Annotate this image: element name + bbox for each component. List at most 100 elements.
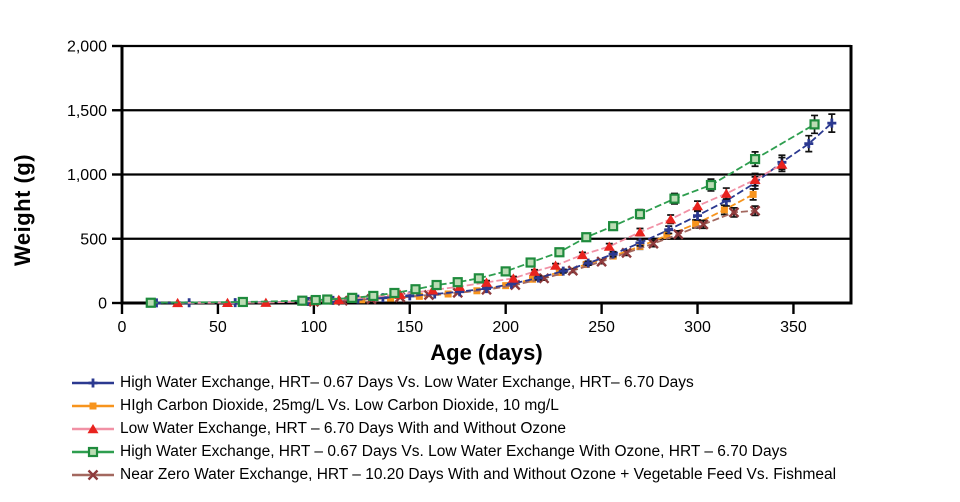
marker-x — [648, 238, 659, 249]
marker-triangle — [634, 227, 646, 237]
marker-square — [692, 220, 700, 228]
marker-triangle — [603, 241, 615, 251]
marker-plus — [583, 258, 593, 268]
marker-square — [720, 206, 728, 214]
marker-square-open — [809, 119, 820, 130]
marker-square-open — [452, 277, 463, 288]
legend-label: Near Zero Water Exchange, HRT – 10.20 Da… — [120, 465, 837, 483]
marker-triangle — [528, 266, 540, 276]
series-low-water-exchange-ozone — [172, 156, 788, 308]
marker-square-open — [297, 295, 308, 306]
marker-triangle — [333, 294, 345, 305]
x-axis-title: Age (days) — [430, 340, 543, 365]
marker-square-open — [554, 247, 565, 258]
marker-square-open — [347, 292, 358, 303]
marker-square — [749, 190, 757, 198]
marker-square-open — [608, 221, 619, 232]
y-tick-label: 2,000 — [67, 39, 107, 56]
series-high-vs-low-with-ozone — [145, 114, 820, 308]
legend-item: High Water Exchange, HRT – 0.67 Days Vs.… — [70, 440, 950, 463]
y-tick-label: 1,000 — [67, 167, 107, 184]
marker-square-open — [145, 297, 156, 308]
marker-square-open — [525, 257, 536, 268]
marker-triangle — [692, 200, 704, 211]
marker-x — [596, 256, 607, 267]
marker-triangle — [665, 214, 677, 224]
marker-x — [749, 205, 761, 217]
legend-line-marker-icon — [72, 378, 114, 387]
marker-triangle — [87, 423, 99, 433]
chart-canvas: 0 500 1,000 1,500 2,000 0 50 100 150 200 250 300 350 — [67, 39, 853, 336]
y-tick-label: 0 — [98, 296, 107, 313]
x-tick-label: 250 — [588, 319, 615, 336]
legend-label: High Water Exchange, HRT– 0.67 Days Vs. … — [120, 373, 694, 391]
marker-square — [502, 282, 510, 290]
marker-square-open — [87, 446, 99, 457]
legend-item: Near Zero Water Exchange, HRT – 10.20 Da… — [70, 463, 950, 486]
y-axis-title: Weight (g) — [10, 153, 35, 267]
marker-square-open — [237, 296, 248, 308]
marker-square-open — [368, 290, 379, 302]
legend-line-marker-icon — [72, 402, 114, 409]
x-tick-label: 50 — [209, 319, 227, 336]
marker-plus — [558, 266, 568, 276]
series-line-carbon-dioxide — [304, 193, 754, 304]
marker-square-open — [581, 232, 592, 243]
series-line-low-water-exchange-ozone — [177, 163, 783, 304]
legend-line-marker-icon — [72, 446, 114, 457]
marker-triangle — [749, 174, 761, 184]
marker-square-open — [473, 273, 484, 284]
marker-triangle — [481, 277, 492, 287]
legend-line-marker-icon — [72, 469, 114, 480]
marker-square — [529, 275, 537, 283]
legend-line-marker-icon — [72, 423, 114, 433]
marker-x — [697, 219, 709, 230]
legend-item: Low Water Exchange, HRT – 6.70 Days With… — [70, 417, 950, 440]
marker-triangle — [720, 188, 732, 198]
x-tick-label: 200 — [492, 319, 519, 336]
legend-item: High Water Exchange, HRT– 0.67 Days Vs. … — [70, 371, 950, 394]
series-line-high-vs-low-water-exchange — [156, 122, 833, 304]
x-tick-label: 150 — [396, 319, 423, 336]
marker-square-open — [310, 294, 321, 306]
marker-plus — [804, 139, 814, 149]
marker-triangle — [776, 159, 788, 169]
marker-square — [89, 402, 97, 409]
marker-square-open — [669, 193, 680, 204]
x-tick-label: 350 — [780, 319, 807, 336]
marker-x — [87, 469, 99, 480]
marker-plus — [827, 118, 837, 128]
legend-item: HIgh Carbon Dioxide, 25mg/L Vs. Low Carb… — [70, 394, 950, 417]
marker-plus — [88, 378, 98, 387]
marker-plus — [608, 249, 618, 259]
marker-square-open — [749, 153, 761, 165]
chart-plot-area: 0 500 1,000 1,500 2,000 0 50 100 150 200 250 300 350 — [67, 39, 853, 336]
marker-triangle — [550, 260, 562, 270]
series-line-high-vs-low-with-ozone — [150, 123, 815, 304]
y-tick-label: 500 — [80, 231, 107, 248]
x-tick-label: 100 — [300, 319, 327, 336]
chart-legend: High Water Exchange, HRT– 0.67 Days Vs. … — [70, 371, 950, 486]
marker-square-open — [705, 179, 717, 191]
marker-square-open — [634, 208, 646, 220]
marker-x — [728, 207, 740, 218]
marker-square — [663, 232, 671, 240]
legend-label: HIgh Carbon Dioxide, 25mg/L Vs. Low Carb… — [120, 396, 559, 414]
marker-square-open — [431, 279, 442, 291]
x-tick-label: 0 — [118, 319, 127, 336]
marker-plus — [635, 238, 645, 248]
marker-plus — [693, 211, 703, 221]
series-line-near-zero-water-exchange — [313, 209, 756, 303]
marker-triangle — [507, 273, 519, 283]
marker-x — [672, 228, 684, 240]
series-carbon-dioxide — [300, 188, 757, 306]
marker-plus — [664, 225, 674, 235]
legend-label: High Water Exchange, HRT – 0.67 Days Vs.… — [120, 442, 788, 460]
legend-label: Low Water Exchange, HRT – 6.70 Days With… — [120, 419, 566, 437]
x-tick-label: 300 — [684, 319, 711, 336]
marker-square-open — [410, 284, 421, 295]
marker-square-open — [389, 287, 400, 299]
marker-square-open — [322, 294, 333, 305]
marker-square-open — [500, 266, 511, 277]
